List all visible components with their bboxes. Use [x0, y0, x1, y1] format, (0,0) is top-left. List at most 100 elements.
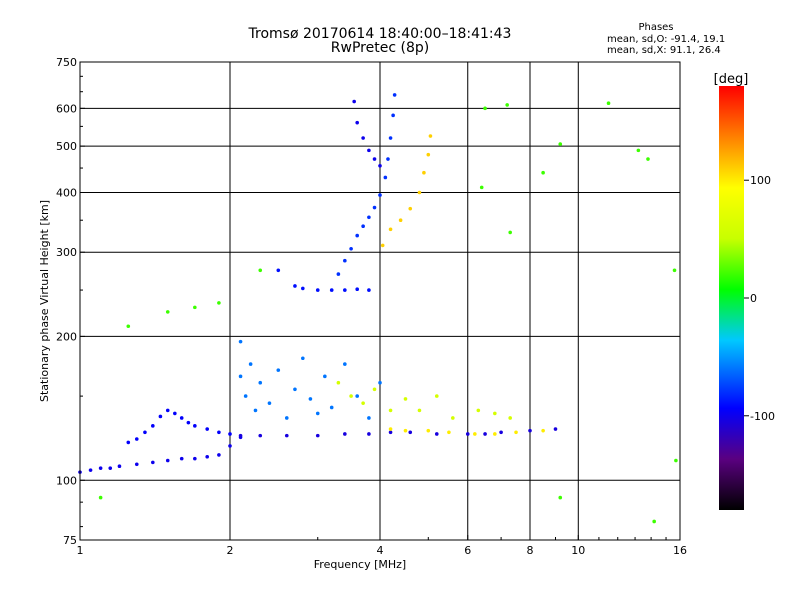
- data-point: [558, 495, 563, 500]
- data-point: [258, 380, 263, 385]
- data-point: [352, 99, 356, 104]
- data-point: [165, 408, 170, 413]
- x-tick-label: 2: [227, 544, 234, 557]
- data-point: [372, 205, 377, 210]
- data-point: [391, 113, 395, 118]
- colorbar: [719, 86, 744, 510]
- data-point: [428, 134, 433, 138]
- data-point: [134, 462, 139, 467]
- grid-layer: [80, 62, 680, 540]
- data-point: [253, 408, 258, 413]
- data-point: [558, 142, 563, 146]
- data-point: [108, 466, 113, 470]
- data-point: [238, 339, 243, 344]
- data-point: [228, 432, 232, 436]
- data-point: [505, 103, 509, 107]
- data-point: [361, 136, 365, 140]
- data-point: [165, 458, 170, 463]
- data-point: [217, 453, 221, 457]
- data-point: [528, 428, 532, 433]
- data-point: [217, 301, 221, 305]
- data-point: [315, 411, 320, 416]
- data-point: [248, 362, 253, 366]
- x-tick-label: 4: [377, 544, 384, 557]
- x-tick-label: 6: [464, 544, 471, 557]
- data-point: [258, 433, 263, 438]
- data-point: [355, 233, 359, 238]
- data-point: [426, 428, 431, 433]
- data-point: [343, 432, 347, 436]
- data-point: [355, 120, 359, 125]
- data-point: [315, 433, 320, 438]
- data-point: [398, 218, 403, 223]
- data-point: [479, 185, 484, 190]
- data-point: [541, 428, 545, 433]
- data-point: [476, 408, 481, 413]
- data-point: [403, 428, 408, 433]
- data-point: [179, 416, 184, 420]
- data-point: [336, 272, 341, 276]
- data-point: [238, 433, 243, 438]
- data-point: [301, 286, 305, 291]
- data-point: [388, 408, 393, 413]
- data-point: [193, 424, 197, 428]
- data-point: [158, 414, 163, 419]
- data-point: [422, 170, 426, 175]
- data-point: [672, 268, 677, 273]
- x-tick-label: 16: [673, 544, 687, 557]
- data-point: [238, 374, 243, 379]
- colorbar-label: [deg]: [714, 72, 749, 87]
- data-point: [378, 380, 382, 385]
- data-point: [473, 432, 477, 436]
- data-point: [372, 387, 377, 392]
- data-point: [508, 230, 512, 235]
- data-point: [508, 416, 512, 420]
- data-point: [173, 411, 177, 416]
- data-point: [308, 397, 313, 401]
- data-point: [483, 106, 487, 111]
- x-tick-label: 10: [571, 544, 585, 557]
- data-point: [367, 288, 371, 292]
- data-point: [408, 206, 413, 211]
- data-point: [434, 432, 439, 436]
- data-point: [388, 427, 393, 431]
- data-point: [355, 287, 359, 292]
- data-point: [276, 368, 281, 372]
- data-point: [378, 193, 382, 197]
- x-axis-label: Frequency [MHz]: [314, 558, 406, 571]
- data-point: [126, 440, 131, 445]
- data-point: [293, 284, 297, 288]
- data-point: [343, 288, 347, 292]
- data-point: [343, 258, 347, 263]
- data-point: [361, 401, 365, 405]
- x-tick-label: 1: [77, 544, 84, 557]
- data-point: [367, 148, 371, 153]
- data-point: [193, 305, 197, 310]
- data-point: [383, 175, 388, 180]
- x-axis: 1 2 4 6 8 10 16: [77, 535, 687, 557]
- data-point: [367, 432, 371, 436]
- y-axis: 75 100 200 300 400 500 600 750: [56, 56, 85, 547]
- data-point: [117, 464, 122, 469]
- data-point: [323, 374, 327, 379]
- y-tick-label: 500: [56, 140, 77, 153]
- data-point: [329, 288, 334, 292]
- data-point: [493, 432, 497, 436]
- data-point: [134, 437, 139, 441]
- data-point: [243, 394, 248, 398]
- data-point: [126, 324, 131, 329]
- data-point: [493, 411, 497, 416]
- data-point: [276, 268, 281, 273]
- data-point: [186, 420, 191, 425]
- data-point: [388, 136, 393, 140]
- y-tick-label: 600: [56, 102, 77, 115]
- data-point: [355, 394, 359, 398]
- data-point: [483, 432, 487, 436]
- y-tick-label: 100: [56, 474, 77, 487]
- data-point: [349, 394, 353, 398]
- data-point: [258, 268, 263, 273]
- data-point: [392, 93, 397, 97]
- data-point: [417, 190, 422, 195]
- data-point: [228, 444, 232, 448]
- data-point: [284, 416, 289, 420]
